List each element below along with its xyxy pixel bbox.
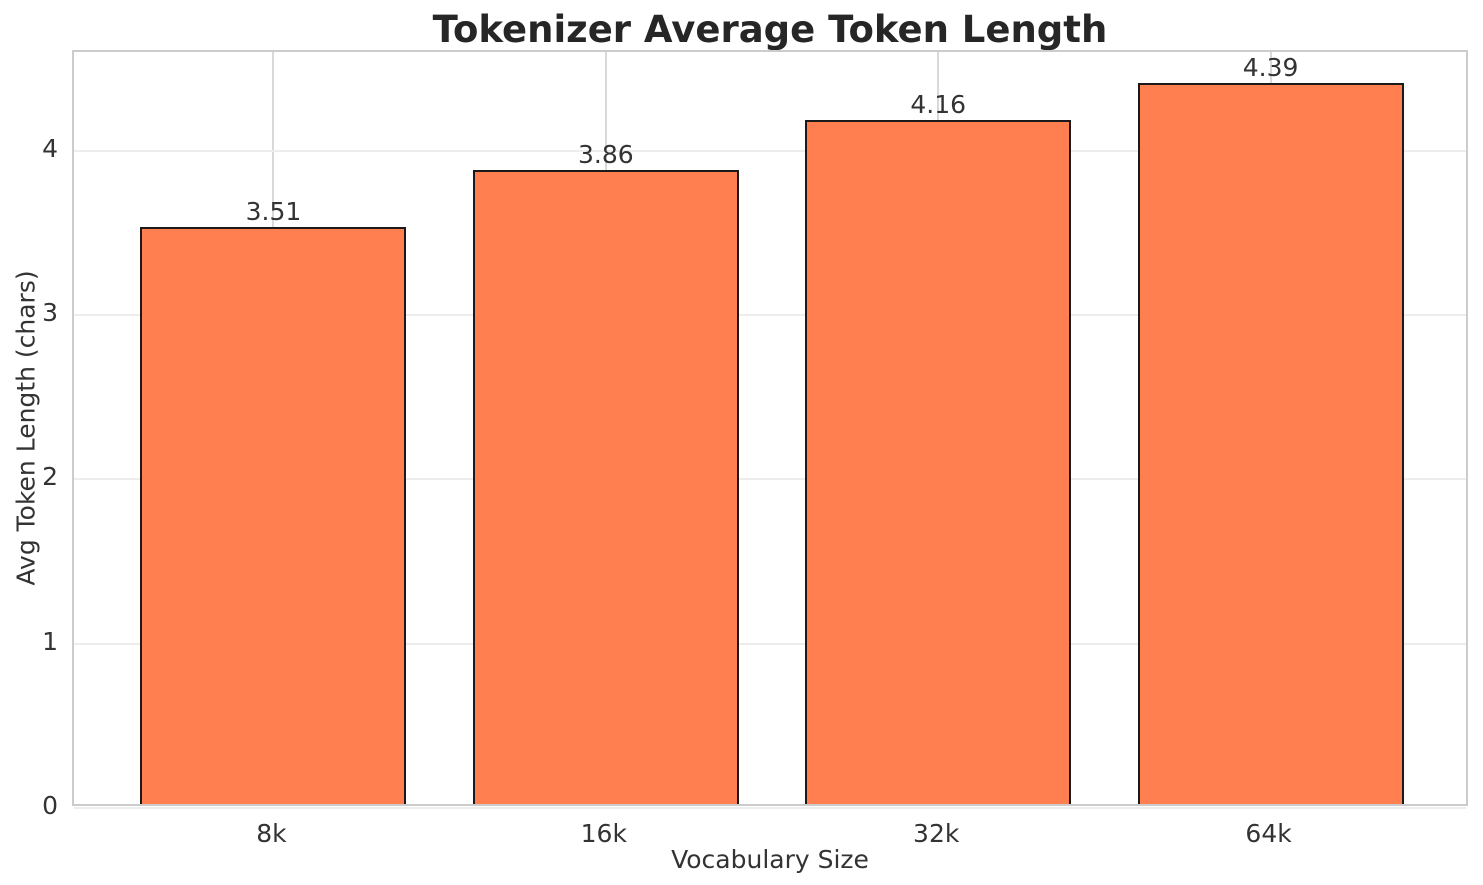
y-tick-label-0: 0 (42, 791, 58, 820)
plot-area: 3.51 3.86 4.16 4.39 (72, 50, 1468, 809)
gridline-y-1 (74, 642, 1466, 645)
bar-value-label-32k: 4.16 (910, 90, 967, 120)
y-tick-label-3: 3 (42, 297, 58, 327)
chart-title: Tokenizer Average Token Length (432, 8, 1108, 51)
x-tick-label-64k: 64k (1245, 819, 1292, 848)
y-tick-label-1: 1 (42, 626, 58, 656)
bar-value-label-64k: 4.39 (1242, 52, 1299, 82)
y-tick-label-4: 4 (42, 133, 58, 163)
x-tick-label-8k: 8k (256, 819, 287, 848)
y-tick-label-2: 2 (42, 462, 58, 492)
x-tick-label-32k: 32k (913, 819, 960, 848)
gridline-y-0 (74, 807, 1466, 809)
y-axis-label: Avg Token Length (chars) (11, 270, 41, 586)
x-axis-label: Vocabulary Size (671, 845, 869, 874)
bar-64k (1137, 82, 1404, 804)
x-tick-label-16k: 16k (580, 819, 627, 848)
bar-16k (472, 169, 739, 804)
gridline-y-3 (74, 313, 1466, 316)
gridline-y-4 (74, 149, 1466, 152)
gridline-y-2 (74, 478, 1466, 481)
bar-value-label-8k: 3.51 (245, 197, 302, 227)
bar-8k (140, 227, 407, 804)
bar-32k (805, 120, 1072, 804)
bar-value-label-16k: 3.86 (577, 139, 634, 169)
